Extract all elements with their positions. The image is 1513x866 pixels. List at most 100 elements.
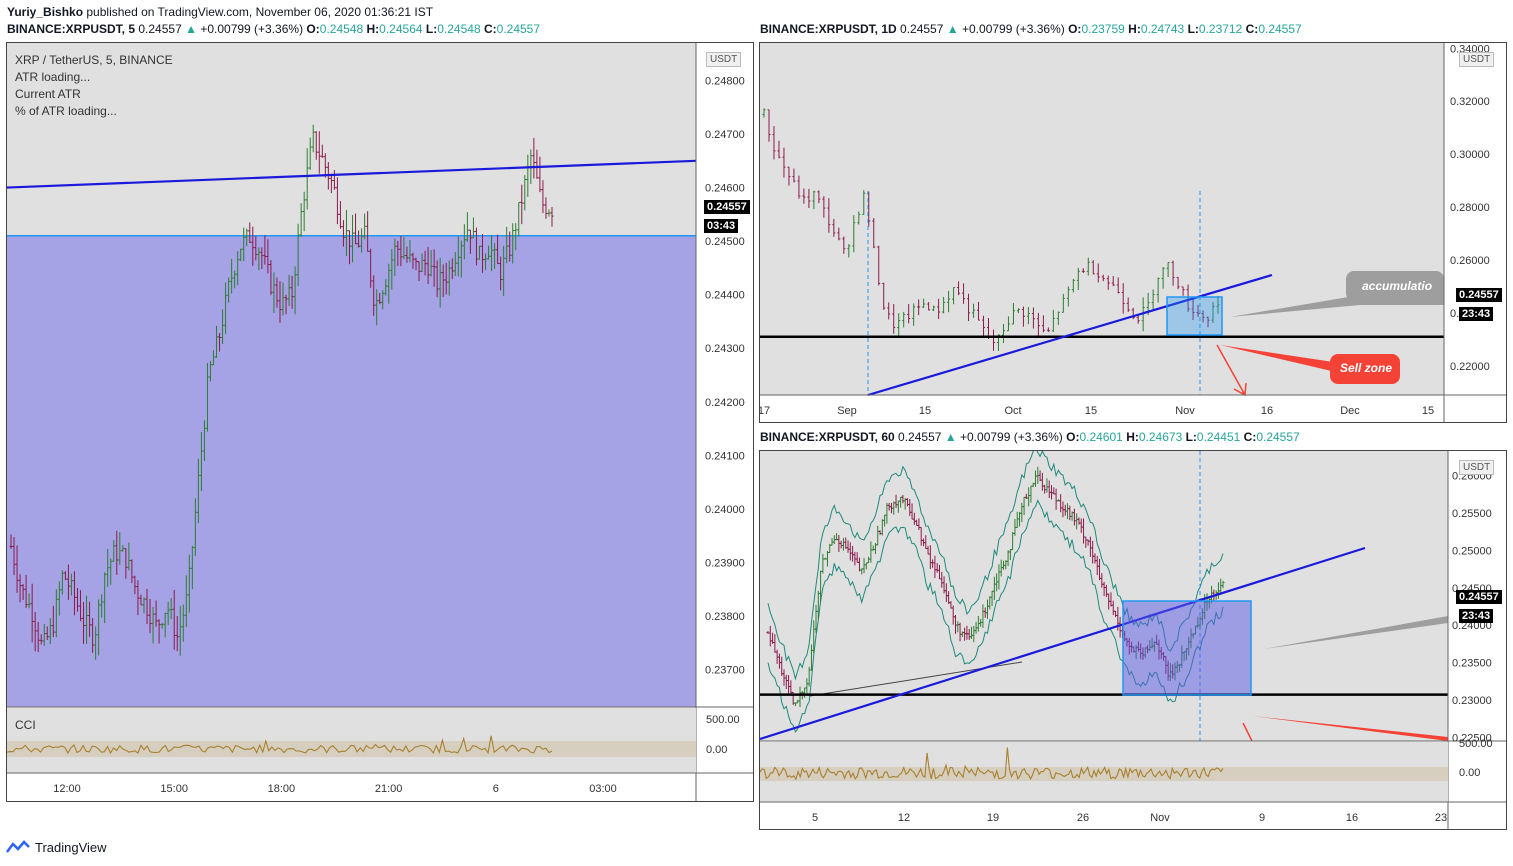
candle [205, 362, 209, 432]
left-y-tick: 0.23800 [705, 611, 745, 623]
rb-low: 0.24451 [1196, 430, 1241, 444]
candle [1091, 260, 1095, 275]
rb-x-tick: 5 [812, 812, 818, 824]
candle [547, 209, 551, 217]
left-y-tick: 0.23900 [705, 557, 745, 569]
rb-trendline [760, 546, 1366, 741]
candle [852, 215, 856, 253]
candle [450, 258, 454, 280]
candle [360, 228, 364, 253]
rt-y-tick: 0.28000 [1450, 202, 1490, 214]
rt-chart-svg[interactable]: 17 Sep 15 Oct 15 Nov 16 Dec 15 0.340000.320000.3… [760, 43, 1506, 422]
rt-trendline [867, 273, 1273, 397]
rb-y-axis: 0.260000.255000.250000.245000.240000.235… [1452, 471, 1492, 745]
left-legend-atr: ATR loading... [15, 70, 91, 84]
candle [1026, 307, 1030, 325]
rb-y-tick: 0.25000 [1452, 545, 1492, 557]
rt-unit-label: USDT [1459, 52, 1495, 67]
candle [284, 294, 288, 315]
rt-y-tick: 0.22000 [1450, 361, 1490, 373]
candle [514, 223, 518, 251]
rb-y-tick: 0.24000 [1452, 620, 1492, 632]
candle [130, 559, 134, 584]
candle [79, 590, 83, 622]
rb-x-tick: 23 [1435, 812, 1447, 824]
candle [827, 198, 831, 233]
candle [444, 262, 448, 295]
candle [239, 248, 243, 262]
left-x-axis: 12:00 15:00 18:00 21:00 6 03:00 [53, 783, 617, 795]
author-name[interactable]: Yuriy_Bishko [7, 5, 84, 19]
candle [877, 245, 881, 286]
left-x-tick: 6 [493, 783, 499, 795]
candle [320, 144, 324, 158]
candle [172, 590, 176, 650]
candle [1046, 327, 1050, 332]
candle [341, 220, 345, 247]
left-change: +0.00799 (+3.36%) [200, 22, 304, 36]
rb-close: 0.24557 [1256, 430, 1300, 444]
left-cci-line [7, 735, 553, 755]
candle [423, 250, 427, 276]
candle [248, 222, 252, 243]
rt-y-tick: 0.30000 [1450, 149, 1490, 161]
candle [1001, 323, 1005, 344]
candle [1021, 306, 1025, 327]
candle [154, 600, 158, 627]
candle [348, 230, 352, 265]
candle [532, 137, 536, 179]
rb-x-axis: 5 12 19 26 Nov 9 16 23 [812, 812, 1447, 824]
candle [523, 175, 527, 211]
candle [178, 606, 182, 656]
candle [148, 598, 152, 634]
rb-chart-svg[interactable]: 5 12 19 26 Nov 9 16 23 0.260000.255000.250000.2… [760, 451, 1506, 829]
candle [12, 537, 16, 576]
candle [508, 231, 512, 262]
candle [459, 240, 463, 278]
left-y-tick: 0.24700 [705, 129, 745, 141]
left-x-tick: 12:00 [53, 783, 81, 795]
candle [1211, 302, 1215, 324]
candle [30, 583, 34, 643]
left-low: 0.24548 [437, 22, 481, 36]
candle [118, 532, 122, 565]
candle [42, 623, 46, 646]
candle [1181, 286, 1185, 296]
rb-osc-tick-0: 0.00 [1459, 767, 1481, 779]
candle [33, 611, 37, 652]
candle [290, 275, 294, 309]
candle [420, 253, 424, 272]
candle [1201, 310, 1205, 323]
candle [511, 223, 515, 264]
candle [60, 570, 64, 595]
left-chart-svg[interactable]: 12:00 15:00 18:00 21:00 6 03:00 0.24800 0.2470… [7, 43, 753, 801]
rb-x-tick: Nov [1150, 812, 1170, 824]
candle [484, 253, 488, 270]
candle [266, 239, 270, 274]
candle [94, 626, 98, 660]
candle [393, 238, 397, 276]
candle [1126, 297, 1130, 312]
left-y-tick: 0.24100 [705, 450, 745, 462]
candle [1161, 267, 1165, 289]
rt-x-tick: 16 [1261, 405, 1273, 417]
candle [9, 534, 13, 550]
candle [1101, 274, 1105, 282]
candle [112, 540, 116, 562]
rb-accum-box [1122, 600, 1252, 696]
publish-text: published on TradingView.com, November 0… [86, 5, 434, 19]
left-cci-tick-500: 500.00 [706, 714, 740, 726]
candle [82, 602, 86, 644]
publish-line: Yuriy_Bishko published on TradingView.co… [7, 5, 433, 19]
left-y-tick: 0.24000 [705, 504, 745, 516]
candle [302, 191, 306, 232]
footer-brand[interactable]: TradingView [5, 839, 107, 855]
candle [127, 542, 131, 571]
rb-x-tick: 16 [1346, 812, 1358, 824]
candle [54, 589, 58, 638]
rt-last: 0.24557 [900, 22, 944, 36]
left-unit-label: USDT [706, 52, 742, 67]
candle [807, 188, 811, 209]
candle [39, 634, 43, 645]
candle [103, 572, 107, 624]
